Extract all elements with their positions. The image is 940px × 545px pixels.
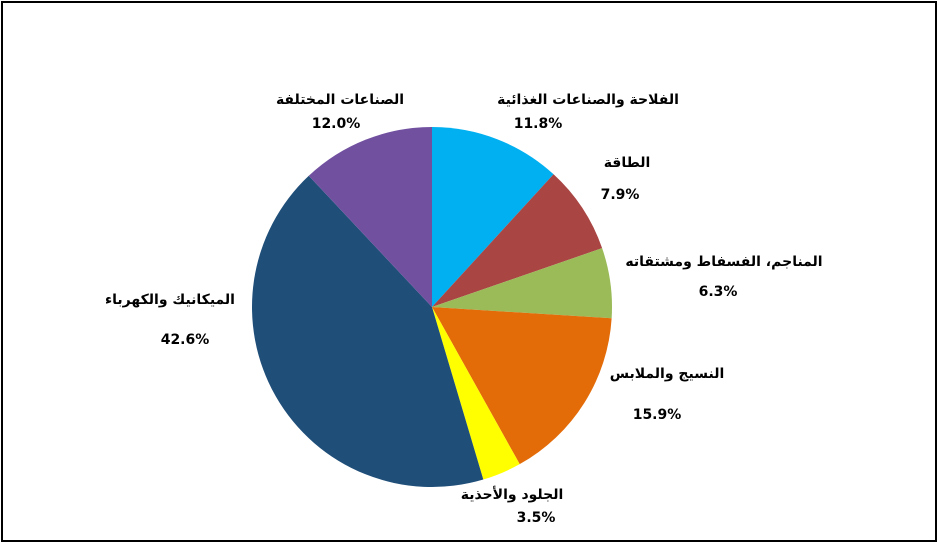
slice-value: 7.9% (601, 187, 640, 203)
slice-label: الفلاحة والصناعات الغذائية (497, 92, 679, 108)
pie-slice (432, 174, 603, 307)
slice-label: الميكانيك والكهرباء (105, 292, 235, 308)
slice-value: 42.6% (161, 332, 210, 348)
pie-slice (432, 307, 612, 465)
slice-label: النسيج والملابس (610, 366, 725, 382)
pie-slice (251, 175, 484, 488)
slice-label: الصناعات المختلفة (276, 92, 404, 108)
slice-label: المناجم، الفسفاط ومشتقاته (625, 254, 822, 270)
slice-value: 15.9% (633, 407, 682, 423)
slice-value: 12.0% (312, 116, 361, 132)
pie-slice (432, 127, 554, 307)
pie-slice (432, 248, 612, 319)
pie-slice (308, 127, 432, 307)
slice-value: 11.8% (514, 116, 563, 132)
slice-label: الجلود والأحذية (461, 486, 564, 503)
slice-value: 6.3% (699, 284, 738, 300)
slice-value: 3.5% (517, 510, 556, 526)
slice-label: الطاقة (604, 155, 651, 171)
pie-slice (432, 307, 520, 480)
